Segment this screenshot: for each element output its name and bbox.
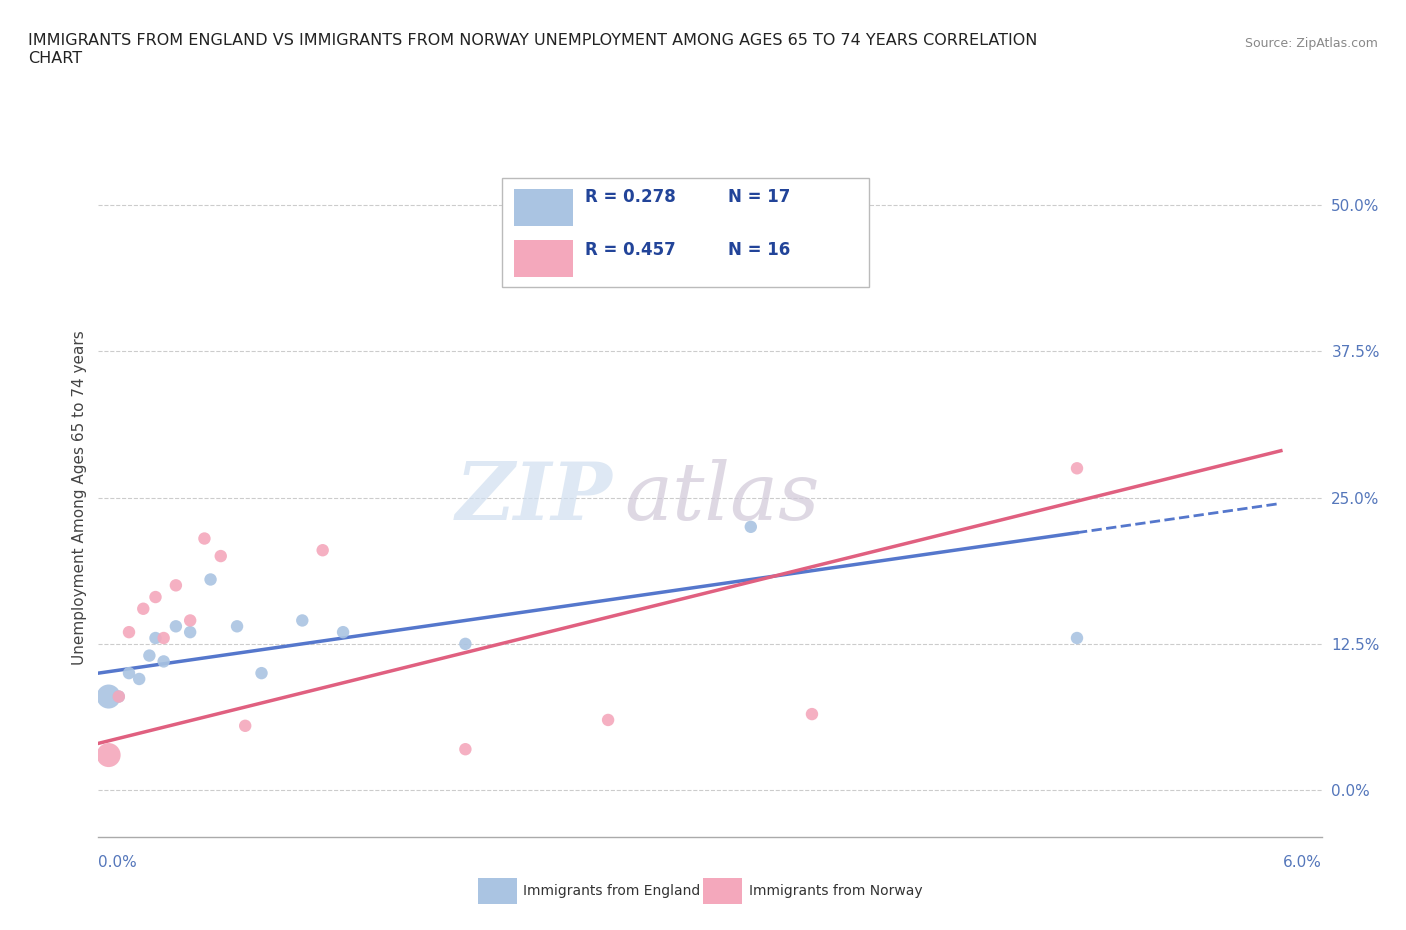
Point (801, 707, 824, 722)
Text: IMMIGRANTS FROM ENGLAND VS IMMIGRANTS FROM NORWAY UNEMPLOYMENT AMONG AGES 65 TO : IMMIGRANTS FROM ENGLAND VS IMMIGRANTS FR… (28, 33, 1038, 47)
Point (145, 631, 167, 645)
Point (152, 631, 174, 645)
Point (179, 613, 201, 628)
Text: ZIP: ZIP (456, 458, 612, 537)
Text: atlas: atlas (624, 458, 820, 537)
Point (740, 519, 762, 534)
Point (152, 654, 174, 669)
Point (193, 531, 215, 546)
Point (1066, 631, 1088, 645)
Point (108, 689, 131, 704)
Text: 0.0%: 0.0% (98, 855, 138, 870)
Text: R = 0.457: R = 0.457 (585, 241, 676, 259)
Y-axis label: Unemployment Among Ages 65 to 74 years: Unemployment Among Ages 65 to 74 years (72, 330, 87, 665)
Point (233, 718, 256, 733)
Point (118, 625, 141, 640)
Point (291, 613, 314, 628)
Text: Source: ZipAtlas.com: Source: ZipAtlas.com (1244, 37, 1378, 50)
Point (454, 636, 477, 651)
FancyBboxPatch shape (515, 240, 574, 277)
Point (108, 689, 131, 704)
Point (179, 625, 201, 640)
Point (200, 572, 222, 587)
FancyBboxPatch shape (515, 189, 574, 226)
Point (128, 671, 150, 686)
Point (226, 618, 249, 633)
Text: Immigrants from Norway: Immigrants from Norway (749, 884, 922, 898)
Point (97, 748, 120, 763)
Point (138, 648, 160, 663)
Point (332, 625, 354, 640)
Point (250, 666, 273, 681)
Text: N = 16: N = 16 (728, 241, 790, 259)
FancyBboxPatch shape (502, 179, 869, 287)
Point (596, 712, 619, 727)
Text: CHART: CHART (28, 51, 82, 66)
Text: 6.0%: 6.0% (1282, 855, 1322, 870)
Text: Immigrants from England: Immigrants from England (523, 884, 700, 898)
Text: N = 17: N = 17 (728, 189, 790, 206)
Point (145, 590, 167, 604)
Point (132, 602, 155, 617)
Point (97, 689, 120, 704)
Point (209, 549, 232, 564)
Point (311, 543, 335, 558)
Point (165, 578, 187, 592)
Point (1066, 461, 1088, 476)
Text: R = 0.278: R = 0.278 (585, 189, 676, 206)
Point (454, 742, 477, 757)
Point (118, 666, 141, 681)
Point (165, 618, 187, 633)
